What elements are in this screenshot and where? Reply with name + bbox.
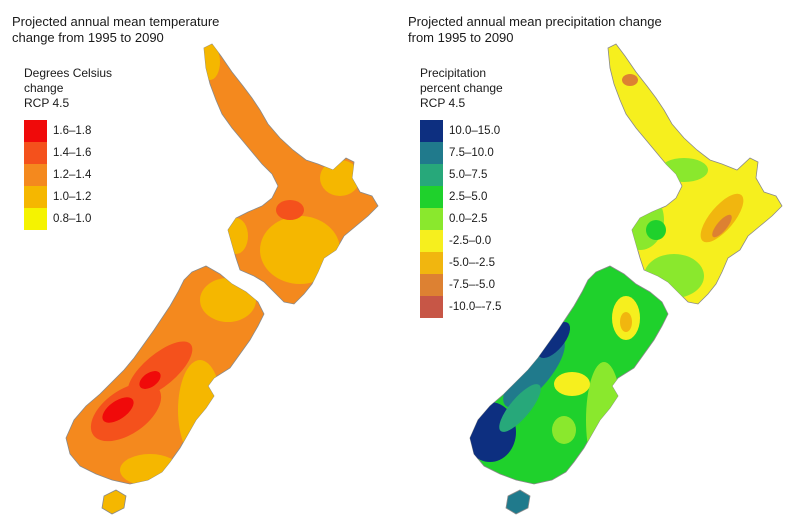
legend-label: 1.2–1.4 bbox=[53, 169, 92, 181]
precipitation-panel: Projected annual mean precipitation chan… bbox=[398, 0, 795, 532]
legend-swatch bbox=[420, 142, 443, 164]
legend-item: 1.2–1.4 bbox=[24, 164, 112, 186]
legend-item: 1.6–1.8 bbox=[24, 120, 112, 142]
legend-label: 0.0–2.5 bbox=[449, 213, 488, 225]
south-island bbox=[65, 265, 265, 485]
legend-swatch bbox=[420, 208, 443, 230]
legend-item: 5.0–7.5 bbox=[420, 164, 503, 186]
legend-swatch bbox=[24, 142, 47, 164]
legend-label: -5.0–-2.5 bbox=[449, 257, 496, 269]
legend-item: -5.0–-2.5 bbox=[420, 252, 503, 274]
legend-swatch bbox=[420, 230, 443, 252]
legend-swatch bbox=[420, 274, 443, 296]
legend-item: 1.0–1.2 bbox=[24, 186, 112, 208]
legend-label: 2.5–5.0 bbox=[449, 191, 488, 203]
legend-label: -7.5–-5.0 bbox=[449, 279, 496, 291]
legend-item: 0.8–1.0 bbox=[24, 208, 112, 230]
legend-item: 10.0–15.0 bbox=[420, 120, 503, 142]
legend-swatch bbox=[420, 186, 443, 208]
north-island bbox=[203, 43, 379, 305]
map-title: Projected annual mean precipitation chan… bbox=[408, 14, 662, 45]
precipitation-legend: Precipitation percent change RCP 4.5 10.… bbox=[420, 66, 503, 318]
legend-title: Degrees Celsius change RCP 4.5 bbox=[24, 66, 113, 110]
legend-item: 7.5–10.0 bbox=[420, 142, 503, 164]
temperature-map bbox=[65, 43, 379, 515]
legend-swatch bbox=[420, 164, 443, 186]
stewart-island bbox=[101, 489, 127, 515]
legend-swatch bbox=[420, 120, 443, 142]
legend-label: -2.5–0.0 bbox=[449, 235, 492, 247]
legend-label: 1.0–1.2 bbox=[53, 191, 92, 203]
legend-label: 1.4–1.6 bbox=[53, 147, 92, 159]
legend-title: Precipitation percent change RCP 4.5 bbox=[420, 66, 503, 110]
legend-swatch bbox=[24, 120, 47, 142]
temperature-legend: Degrees Celsius change RCP 4.5 1.6–1.8 1… bbox=[24, 66, 112, 230]
legend-item: 0.0–2.5 bbox=[420, 208, 503, 230]
legend-item: 2.5–5.0 bbox=[420, 186, 503, 208]
temperature-panel: Projected annual mean temperature change… bbox=[0, 0, 397, 532]
map-title: Projected annual mean temperature change… bbox=[12, 14, 220, 45]
legend-item: -2.5–0.0 bbox=[420, 230, 503, 252]
legend-swatch bbox=[420, 252, 443, 274]
legend-swatch bbox=[420, 296, 443, 318]
legend-swatch bbox=[24, 186, 47, 208]
stewart-island bbox=[505, 489, 531, 515]
legend-label: 5.0–7.5 bbox=[449, 169, 488, 181]
north-island bbox=[607, 43, 783, 305]
legend-label: 10.0–15.0 bbox=[449, 125, 501, 137]
legend-item: -7.5–-5.0 bbox=[420, 274, 503, 296]
legend-item: -10.0–-7.5 bbox=[420, 296, 503, 318]
legend-label: 0.8–1.0 bbox=[53, 213, 92, 225]
precipitation-map bbox=[469, 43, 783, 515]
legend-item: 1.4–1.6 bbox=[24, 142, 112, 164]
legend-swatch bbox=[24, 164, 47, 186]
legend-swatch bbox=[24, 208, 47, 230]
legend-label: 7.5–10.0 bbox=[449, 147, 494, 159]
legend-label: 1.6–1.8 bbox=[53, 125, 92, 137]
legend-label: -10.0–-7.5 bbox=[449, 301, 502, 313]
